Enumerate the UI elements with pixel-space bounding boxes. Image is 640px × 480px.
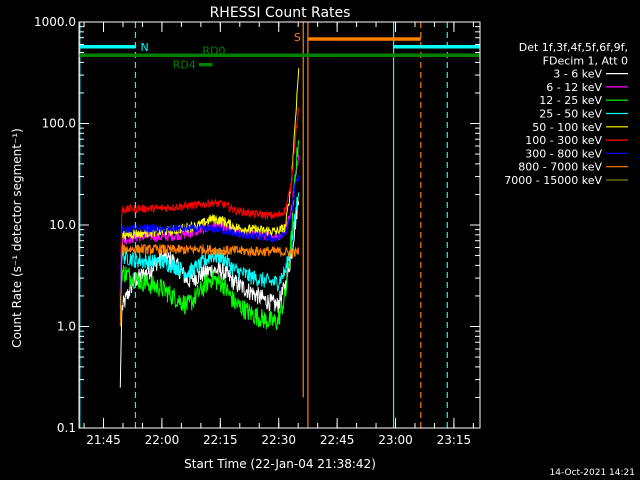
x-tick-label: 22:00 — [145, 433, 180, 447]
legend-entry-label: 7000 - 15000 keV — [504, 174, 602, 187]
legend-entry-label: 6 - 12 keV — [546, 81, 602, 94]
legend-entry-label: 12 - 25 keV — [539, 94, 602, 107]
x-tick-label: 21:45 — [86, 433, 121, 447]
y-tick-label: 1000.0 — [34, 15, 76, 29]
x-tick-label: 22:30 — [261, 433, 296, 447]
legend-entry-label: 25 - 50 keV — [539, 108, 602, 121]
y-axis-label: Count Rate (s⁻¹ detector segment⁻¹) — [10, 128, 24, 348]
state-bar-label: S — [294, 31, 301, 44]
legend-entry-label: 800 - 7000 keV — [518, 161, 602, 174]
series-line — [119, 192, 300, 309]
legend-header: FDecim 1, Att 0 — [543, 54, 628, 67]
series-line — [119, 174, 300, 296]
x-tick-label: 23:15 — [437, 433, 472, 447]
y-tick-label: 10.0 — [49, 218, 76, 232]
timestamp: 14-Oct-2021 14:21 — [550, 468, 635, 478]
chart-title: RHESSI Count Rates — [210, 5, 351, 21]
plot-area: N S RD0 RD4 — [79, 22, 480, 428]
legend-header: Det 1f,3f,4f,5f,6f,9f, — [519, 41, 628, 54]
legend-entry-label: 3 - 6 keV — [553, 68, 602, 81]
x-tick-label: 22:45 — [320, 433, 355, 447]
series-line — [119, 198, 300, 388]
y-tick-label: 100.0 — [42, 117, 76, 131]
y-tick-label: 1.0 — [57, 320, 76, 334]
legend-entry-label: 300 - 800 keV — [525, 147, 602, 160]
series-line — [119, 107, 299, 287]
series-line — [119, 68, 300, 296]
legend-entry-label: 100 - 300 keV — [525, 134, 602, 147]
x-tick-label: 23:00 — [378, 433, 413, 447]
x-axis-label: Start Time (22-Jan-04 21:38:42) — [184, 457, 376, 471]
series-line — [119, 140, 300, 331]
series-line — [119, 243, 300, 327]
axes: 0.1 1.0 10.0 100.0 1000.0 21:45 22:00 22:15 22:3… — [34, 15, 480, 447]
state-bar-label: N — [140, 41, 148, 54]
legend-entry-label: 50 - 100 keV — [532, 121, 602, 134]
legend: Det 1f,3f,4f,5f,6f,9f,FDecim 1, Att 03 -… — [504, 41, 628, 187]
state-bar-label: RD4 — [173, 59, 196, 72]
y-tick-label: 0.1 — [57, 421, 76, 435]
state-bar-label: RD0 — [202, 44, 225, 57]
x-tick-label: 22:15 — [203, 433, 238, 447]
